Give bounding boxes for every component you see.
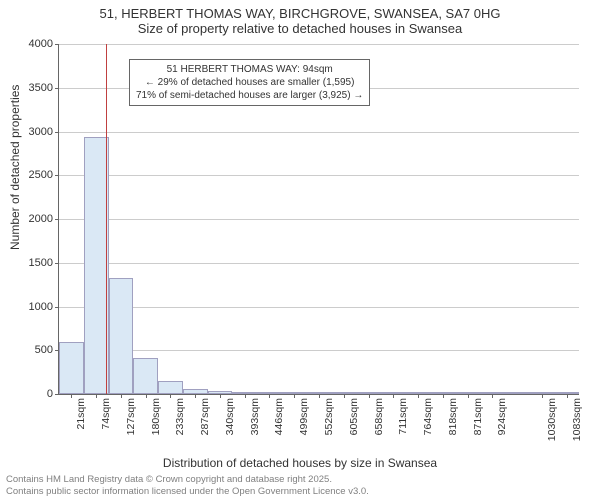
x-tick-label: 1083sqm bbox=[571, 394, 583, 441]
gridline bbox=[59, 263, 579, 264]
x-tick-label: 818sqm bbox=[447, 394, 459, 435]
y-tick-label: 2500 bbox=[29, 169, 59, 181]
gridline bbox=[59, 219, 579, 220]
x-tick-label: 658sqm bbox=[373, 394, 385, 435]
gridline bbox=[59, 350, 579, 351]
x-tick-mark bbox=[369, 394, 370, 398]
y-tick-label: 0 bbox=[47, 388, 59, 400]
gridline bbox=[59, 307, 579, 308]
x-tick-mark bbox=[418, 394, 419, 398]
annotation-line: ← 29% of detached houses are smaller (1,… bbox=[136, 76, 363, 89]
x-tick-mark bbox=[245, 394, 246, 398]
footer-line-1: Contains HM Land Registry data © Crown c… bbox=[6, 474, 369, 486]
x-tick-label: 340sqm bbox=[224, 394, 236, 435]
chart-title-address: 51, HERBERT THOMAS WAY, BIRCHGROVE, SWAN… bbox=[0, 6, 600, 21]
annotation-box: 51 HERBERT THOMAS WAY: 94sqm← 29% of det… bbox=[129, 59, 370, 106]
x-tick-mark bbox=[443, 394, 444, 398]
annotation-line: 51 HERBERT THOMAS WAY: 94sqm bbox=[136, 63, 363, 76]
annotation-line: 71% of semi-detached houses are larger (… bbox=[136, 89, 363, 102]
x-tick-label: 74sqm bbox=[100, 394, 112, 430]
histogram-bar bbox=[109, 278, 134, 394]
gridline bbox=[59, 175, 579, 176]
x-tick-mark bbox=[319, 394, 320, 398]
y-tick-label: 1000 bbox=[29, 301, 59, 313]
gridline bbox=[59, 132, 579, 133]
histogram-bar bbox=[505, 392, 530, 394]
x-tick-mark bbox=[121, 394, 122, 398]
histogram-bar bbox=[59, 342, 84, 394]
x-tick-mark bbox=[567, 394, 568, 398]
x-tick-mark bbox=[393, 394, 394, 398]
x-tick-mark bbox=[170, 394, 171, 398]
y-tick-label: 1500 bbox=[29, 257, 59, 269]
x-tick-mark bbox=[344, 394, 345, 398]
x-tick-mark bbox=[269, 394, 270, 398]
x-tick-label: 605sqm bbox=[348, 394, 360, 435]
x-tick-label: 711sqm bbox=[397, 394, 409, 435]
chart-title-description: Size of property relative to detached ho… bbox=[0, 21, 600, 36]
x-tick-mark bbox=[492, 394, 493, 398]
x-tick-mark bbox=[220, 394, 221, 398]
x-tick-mark bbox=[71, 394, 72, 398]
y-tick-label: 2000 bbox=[29, 213, 59, 225]
footer-line-2: Contains public sector information licen… bbox=[6, 486, 369, 498]
x-tick-label: 499sqm bbox=[298, 394, 310, 435]
plot-area: 0500100015002000250030003500400021sqm74s… bbox=[58, 44, 579, 395]
y-tick-label: 500 bbox=[35, 344, 59, 356]
x-tick-label: 233sqm bbox=[174, 394, 186, 435]
x-tick-label: 764sqm bbox=[422, 394, 434, 435]
x-tick-label: 446sqm bbox=[273, 394, 285, 435]
y-tick-label: 4000 bbox=[29, 38, 59, 50]
x-tick-label: 21sqm bbox=[75, 394, 87, 430]
x-tick-label: 924sqm bbox=[496, 394, 508, 435]
x-tick-mark bbox=[96, 394, 97, 398]
x-tick-mark bbox=[542, 394, 543, 398]
x-tick-mark bbox=[146, 394, 147, 398]
histogram-bar bbox=[158, 381, 183, 394]
y-axis-label: Number of detached properties bbox=[8, 85, 22, 250]
x-tick-mark bbox=[195, 394, 196, 398]
x-tick-label: 180sqm bbox=[150, 394, 162, 435]
x-tick-label: 552sqm bbox=[323, 394, 335, 435]
property-marker-line bbox=[106, 44, 107, 394]
x-tick-mark bbox=[468, 394, 469, 398]
gridline bbox=[59, 44, 579, 45]
data-attribution: Contains HM Land Registry data © Crown c… bbox=[6, 474, 369, 498]
x-tick-mark bbox=[294, 394, 295, 398]
y-tick-label: 3500 bbox=[29, 82, 59, 94]
histogram-bar bbox=[133, 358, 158, 394]
x-tick-label: 1030sqm bbox=[546, 394, 558, 441]
x-tick-label: 287sqm bbox=[199, 394, 211, 435]
x-tick-label: 393sqm bbox=[249, 394, 261, 435]
x-tick-label: 871sqm bbox=[472, 394, 484, 435]
y-tick-label: 3000 bbox=[29, 126, 59, 138]
x-tick-label: 127sqm bbox=[125, 394, 137, 435]
x-axis-label: Distribution of detached houses by size … bbox=[0, 456, 600, 470]
property-size-chart: 51, HERBERT THOMAS WAY, BIRCHGROVE, SWAN… bbox=[0, 0, 600, 500]
